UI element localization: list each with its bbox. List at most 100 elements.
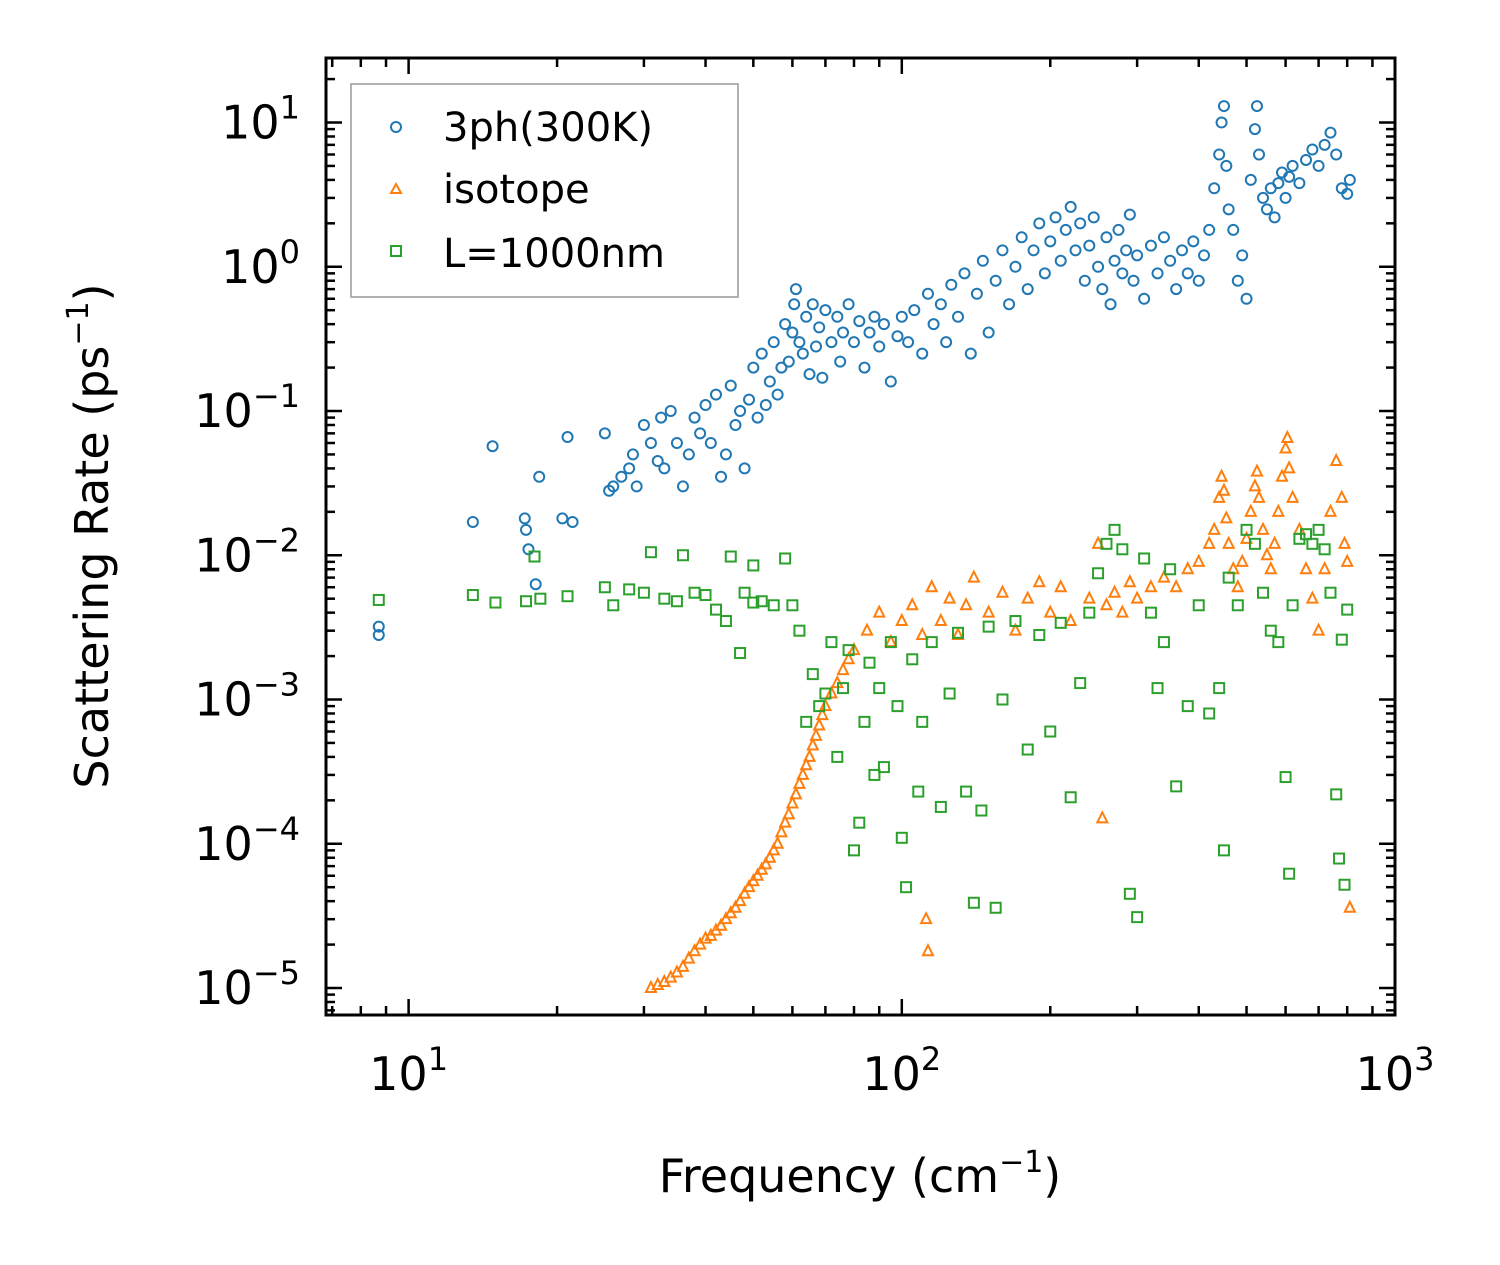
data-point <box>1244 503 1258 517</box>
data-point <box>704 437 717 450</box>
data-point <box>1033 629 1046 642</box>
data-point <box>1260 203 1273 216</box>
data-point <box>1144 579 1158 593</box>
plot-frame <box>324 56 1397 1017</box>
data-point <box>1279 191 1292 204</box>
data-point <box>1318 138 1331 151</box>
data-point <box>816 371 829 384</box>
legend-entry-3ph: 3ph(300K) <box>390 105 653 151</box>
data-point <box>785 795 800 809</box>
data-point <box>786 599 799 612</box>
data-point <box>709 603 722 616</box>
data-point <box>800 715 813 728</box>
data-point <box>872 604 886 618</box>
data-point <box>1131 911 1144 924</box>
data-point <box>1299 561 1313 575</box>
data-point <box>1240 523 1253 536</box>
data-point <box>891 700 904 713</box>
data-point <box>1318 543 1331 556</box>
data-point <box>607 480 620 493</box>
data-point <box>763 849 777 863</box>
data-point <box>655 411 668 424</box>
data-point <box>1340 553 1354 567</box>
data-point <box>1115 604 1129 618</box>
data-point <box>921 287 934 300</box>
data-point <box>1337 535 1352 549</box>
data-point <box>951 626 965 641</box>
data-point <box>1059 223 1072 236</box>
legend-marker-triangle <box>389 181 403 194</box>
data-point <box>1083 606 1096 619</box>
data-point <box>1286 159 1299 172</box>
data-point <box>486 440 499 453</box>
data-point <box>1227 223 1240 236</box>
data-point <box>1054 579 1068 593</box>
data-point <box>831 750 844 763</box>
data-point <box>1250 463 1264 477</box>
legend-box <box>350 83 739 298</box>
data-point <box>848 336 861 349</box>
data-point <box>1252 489 1266 503</box>
data-point <box>1272 177 1285 190</box>
data-point <box>1108 254 1121 267</box>
data-point <box>520 523 533 536</box>
data-point <box>755 595 768 608</box>
data-point <box>1144 606 1157 619</box>
data-point <box>806 737 820 751</box>
data-point <box>836 661 850 676</box>
data-point <box>598 581 611 594</box>
data-point <box>1231 579 1245 593</box>
data-point <box>1239 530 1254 544</box>
data-point <box>738 586 751 599</box>
data-point <box>895 310 908 323</box>
data-point <box>860 622 874 636</box>
data-point <box>1217 482 1231 496</box>
data-point <box>767 842 781 856</box>
data-point <box>1038 267 1051 280</box>
data-point <box>1220 159 1233 172</box>
data-point <box>1027 244 1040 257</box>
data-point <box>1100 231 1113 244</box>
data-point <box>637 586 650 599</box>
data-point <box>810 340 823 353</box>
data-point <box>1248 478 1262 492</box>
data-point <box>806 298 819 311</box>
data-point <box>1049 211 1062 224</box>
data-point <box>943 687 956 700</box>
data-point <box>1108 523 1121 536</box>
data-point <box>1157 569 1171 583</box>
y-tick-label: 10−3 <box>194 666 300 727</box>
data-point <box>891 330 904 343</box>
data-point <box>1329 452 1343 467</box>
data-point <box>1151 267 1164 280</box>
y-tick-label: 10−5 <box>194 954 300 1015</box>
data-point <box>1244 173 1257 186</box>
data-point <box>982 604 996 618</box>
data-point <box>1151 682 1164 695</box>
data-point <box>792 775 807 789</box>
data-point <box>967 569 981 583</box>
data-point <box>1283 867 1296 880</box>
y-tick-label: 10−1 <box>194 377 300 438</box>
data-point <box>967 896 980 909</box>
data-point <box>1213 682 1226 695</box>
data-point <box>771 388 784 401</box>
data-point <box>751 411 764 424</box>
data-point <box>747 361 760 374</box>
data-point <box>982 326 995 339</box>
data-point <box>1170 780 1183 793</box>
data-point <box>1187 235 1200 248</box>
data-point <box>623 462 636 475</box>
data-point <box>779 552 792 565</box>
data-point <box>951 310 964 323</box>
data-point <box>1116 543 1129 556</box>
data-point <box>1275 468 1289 482</box>
data-point <box>942 590 957 604</box>
x-tick-label: 103 <box>1356 1040 1435 1101</box>
data-point <box>1044 725 1057 738</box>
data-point <box>853 315 866 328</box>
data-point <box>1104 298 1117 311</box>
data-point <box>1333 852 1346 865</box>
data-point <box>782 806 796 820</box>
data-point <box>788 298 801 311</box>
